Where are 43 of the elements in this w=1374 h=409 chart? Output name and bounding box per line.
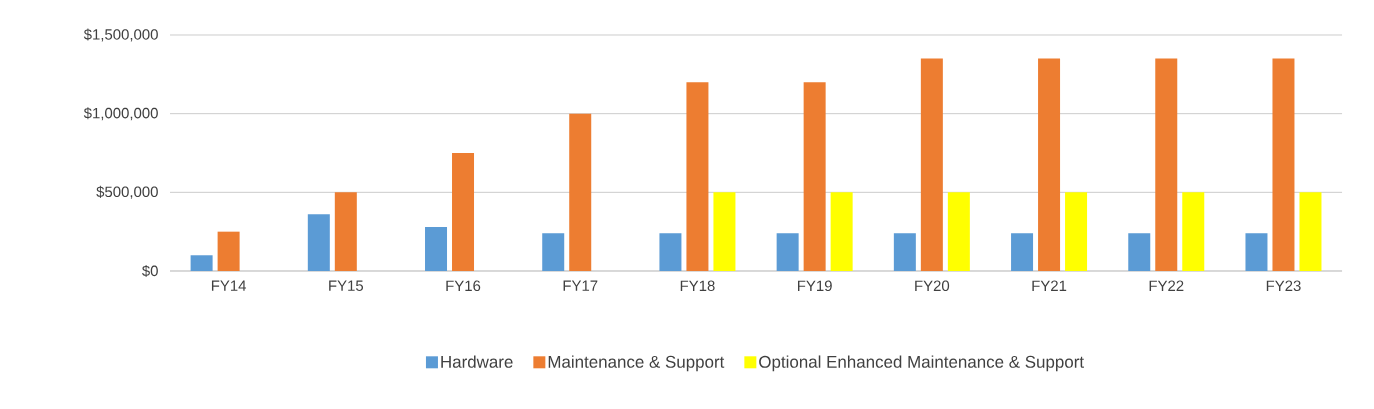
- bar: [893, 233, 916, 271]
- bar: [713, 192, 736, 271]
- x-tick-label: FY16: [446, 280, 481, 292]
- bar: [425, 226, 448, 271]
- bar: [190, 255, 213, 271]
- bar: [659, 233, 682, 271]
- bar: [1065, 192, 1088, 271]
- x-tick-label: FY23: [1266, 280, 1301, 292]
- x-tick-label: FY18: [680, 280, 715, 292]
- bar: [776, 233, 799, 271]
- x-tick-label: FY14: [211, 280, 247, 291]
- bar: [686, 82, 709, 271]
- bar: [920, 58, 943, 271]
- bar: [452, 153, 475, 271]
- y-tick-label: $500,000: [96, 185, 158, 199]
- x-tick-label: FY19: [798, 280, 832, 292]
- bar: [569, 113, 592, 271]
- bar: [803, 82, 826, 271]
- bar: [334, 192, 357, 271]
- y-tick-label: $1,500,000: [83, 28, 158, 42]
- bar: [1011, 233, 1034, 271]
- x-tick-label: FY21: [1032, 280, 1067, 291]
- legend-label: Hardware: [441, 355, 513, 368]
- x-tick-label: FY15: [329, 280, 364, 291]
- bar: [947, 192, 970, 271]
- bar: [1155, 58, 1178, 271]
- bar: [1182, 192, 1205, 271]
- bar: [1299, 192, 1322, 271]
- bar: [830, 192, 853, 271]
- y-tick-label: $0: [142, 264, 158, 278]
- bar: [1272, 58, 1295, 271]
- bar: [1245, 233, 1268, 271]
- bar: [1128, 233, 1151, 271]
- bar: [307, 214, 330, 271]
- x-tick-label: FY22: [1149, 280, 1184, 291]
- y-tick-label: $1,000,000: [83, 107, 158, 121]
- legend-label: Optional Enhanced Maintenance & Support: [759, 355, 1084, 372]
- x-tick-label: FY20: [915, 280, 950, 292]
- x-tick-label: FY17: [563, 280, 598, 291]
- legend-label: Maintenance & Support: [548, 355, 725, 372]
- bar: [217, 231, 240, 271]
- bar: [542, 233, 565, 271]
- bar: [1038, 58, 1061, 271]
